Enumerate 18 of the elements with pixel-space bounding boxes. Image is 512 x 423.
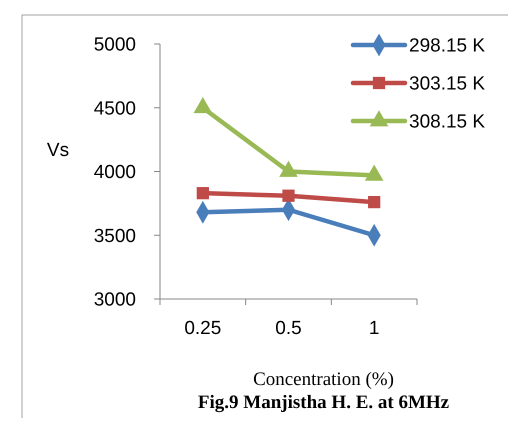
legend-label: 298.15 K: [409, 36, 486, 57]
point: [368, 196, 380, 208]
x-tick-label: 0.5: [275, 318, 302, 339]
x-axis-title: Concentration (%): [253, 369, 394, 390]
y-tick-label: 4000: [94, 162, 136, 184]
y-tick-label: 3500: [94, 226, 136, 247]
x-tick-label: 1: [368, 318, 380, 339]
legend-label: 308.15 K: [409, 112, 486, 133]
point: [194, 97, 212, 114]
x-tick-label: 0.25: [184, 318, 222, 339]
point: [196, 187, 209, 200]
legend-label: 303.15 K: [409, 74, 486, 95]
y-tick-label: 5000: [94, 34, 136, 56]
text: Fig.9 Manjistha H. E. at 6MHz: [198, 392, 450, 413]
point: [282, 190, 295, 202]
y-tick-label: 3000: [94, 290, 136, 311]
y-tick-label: 4500: [94, 98, 136, 120]
y-axis-title: Vs: [46, 140, 70, 161]
